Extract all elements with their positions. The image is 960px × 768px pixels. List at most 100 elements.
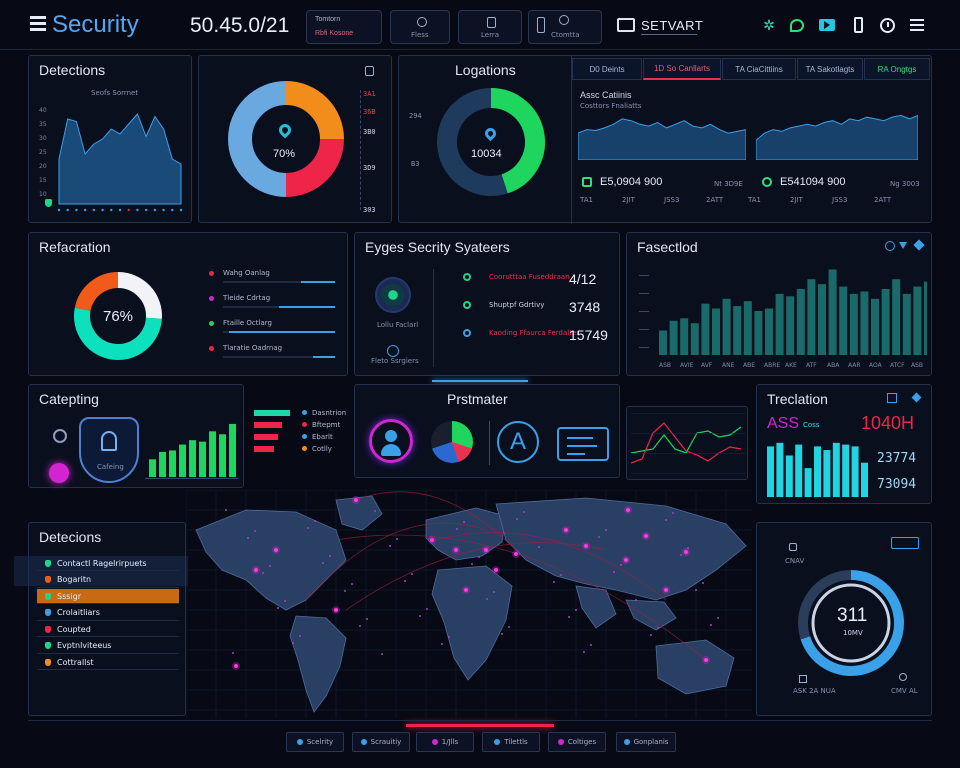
threat-hotspot[interactable] [704,658,708,662]
gear-icon[interactable]: ✲ [763,16,775,33]
threat-hotspot[interactable] [430,538,434,542]
tab-ciacittiins[interactable]: TA CiaCittiins [722,58,796,80]
threat-hotspot[interactable] [644,534,648,538]
bar [765,308,773,355]
bottom-nav-item[interactable]: Gonplanis [616,732,676,752]
bar [169,450,176,477]
phone-icon[interactable] [849,16,867,34]
activity-dot [396,538,398,540]
graph-subtitle: Costtors Fnaliatts [580,102,642,110]
menu-icon[interactable] [30,16,46,31]
threat-hotspot[interactable] [624,558,628,562]
clock-icon[interactable] [878,16,896,34]
world-map[interactable] [185,489,757,718]
x-tick-label: 2JIT [622,196,635,204]
threat-hotspot[interactable] [454,548,458,552]
bottom-nav-item[interactable]: Coltiges [548,732,606,752]
threat-hotspot[interactable] [564,528,568,532]
detection-list-item[interactable]: Coupted [37,622,179,637]
detection-list-item[interactable]: Contactl Ragelrirpuets [37,556,179,571]
status-chip-1[interactable]: Tomtorn Rbfi Kosone [306,10,382,44]
detection-list-item[interactable]: Cottrallst [37,655,179,670]
detection-list-item[interactable]: Crolaitliars [37,606,179,621]
threat-hotspot[interactable] [254,568,258,572]
threat-hotspot[interactable] [494,568,498,572]
detection-list-item[interactable]: Sssigr [37,589,179,604]
threat-hotspot[interactable] [664,588,668,592]
bar [754,311,763,355]
nav-item-icon [296,739,303,745]
x-tick-label: 2ATT [874,196,892,204]
bottom-nav-item[interactable]: Scrauitiy [352,732,410,752]
threat-hotspot[interactable] [274,548,278,552]
bottom-nav-item[interactable]: Scelrity [286,732,344,752]
id-card-icon[interactable] [557,427,609,461]
refraction-panel: Refacration 76% Wahg Oanlag Tleide Cdrtag… [28,232,348,376]
activity-dot [717,617,719,619]
threat-hotspot[interactable] [484,548,488,552]
settings-icon[interactable] [891,537,919,549]
status-chip-3[interactable]: Lerra [458,10,522,44]
filter-icon[interactable] [899,242,907,249]
video-icon[interactable] [818,16,836,34]
x-tick-label: AVIE [680,362,694,369]
line-series-area [578,118,746,160]
threat-hotspot[interactable] [514,552,518,556]
x-tick-label: ABRE [764,362,780,369]
detection-list-item[interactable]: Evptnlviteeus [37,639,179,654]
x-tick-dot [153,208,157,212]
expand-icon[interactable] [887,393,897,403]
heart-icon[interactable] [913,239,925,251]
ratio-donut-panel: 70% 3A1 36B 3B0 3D9 303 [198,55,392,223]
divider [433,269,434,367]
x-tick-label: ATF [806,362,817,369]
status-shield-icon [45,576,51,583]
bar [701,303,710,355]
threat-hotspot[interactable] [464,588,468,592]
pie-chart-icon[interactable] [431,421,473,463]
activity-dot [284,600,286,602]
threat-hotspot[interactable] [584,544,588,548]
threat-hotspot[interactable] [354,498,358,502]
faced-bar-chart: ASB AVIE AVF ANE ABE ABRE AKE ATF ABA AAR AOA ATCF A… [639,269,927,369]
tab-canllarts[interactable]: 1D So Canllarts [643,58,721,80]
radar-icon [375,277,411,313]
detection-item-label: Evptnlviteeus [57,641,112,650]
hamburger-menu-icon[interactable] [908,16,926,34]
bar [832,442,840,497]
refraction-center-value: 76% [103,308,134,325]
chip-2-label: Fless [411,31,429,39]
catepting-legend: Dasntrion Bftepmt Ebarlt Cotlly [250,409,354,470]
status-chip-4[interactable]: Ctomtta [528,10,602,44]
bottom-nav-item[interactable]: Tilettls [482,732,540,752]
nav-item-label: Scrauitiy [370,738,402,746]
status-chip-2[interactable]: Fless [390,10,450,44]
detection-list-item[interactable]: Bogaritn [37,573,179,588]
legend-bar [254,434,278,440]
bottom-nav-item[interactable]: 1/Jlls [416,732,474,752]
tab-sakotlagts[interactable]: TA Sakotlagts [797,58,863,80]
threat-hotspot[interactable] [334,608,338,612]
threat-hotspot[interactable] [684,550,688,554]
user-avatar-icon[interactable] [369,419,413,463]
threat-hotspot[interactable] [234,664,238,668]
heart-icon[interactable] [911,392,922,403]
continent [289,615,347,713]
admin-icon[interactable]: A [497,421,539,463]
treclation-value-1: 23774 [877,451,917,466]
bar [733,306,742,355]
tab-deints[interactable]: D0 Deints [572,58,642,80]
chat-icon[interactable] [788,16,806,34]
chip-1-label: Tomtorn [315,16,341,23]
chart-subtitle: Seofs Sorrnet [91,89,139,97]
bar [871,298,879,355]
detection-item-label: Coupted [57,624,91,634]
detections-list-panel: Detecions [28,522,186,716]
info-icon[interactable] [885,241,895,251]
tab-ongtgs[interactable]: RA Ongtgs [864,58,930,80]
bar [219,434,226,477]
threat-hotspot[interactable] [626,508,630,512]
donut-slice [437,88,508,196]
chip-4-label: Ctomtta [551,31,580,39]
y-grid-tick [639,293,649,294]
